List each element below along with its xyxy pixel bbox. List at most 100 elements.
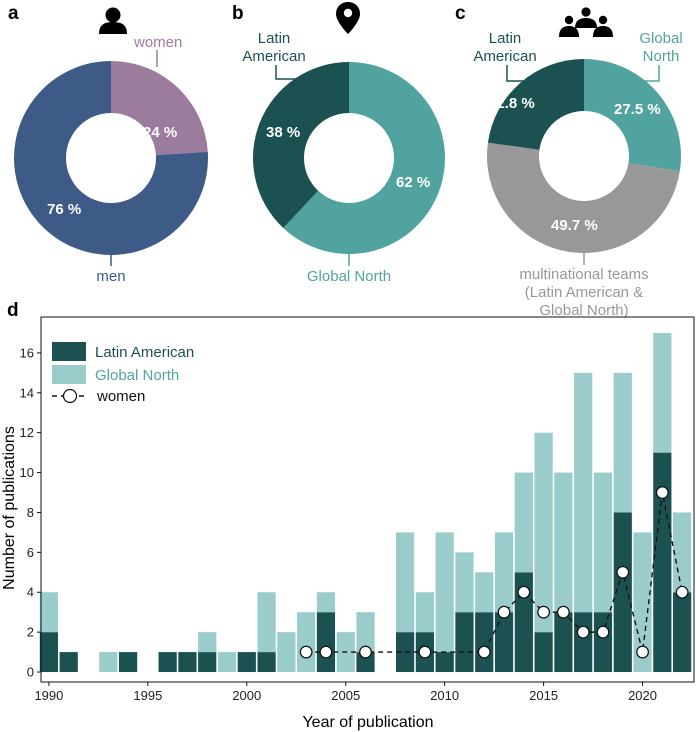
bar-global-north-2018 [593, 472, 613, 613]
x-tick-label-2005: 2005 [331, 688, 360, 703]
bar-global-north-1999 [217, 652, 237, 673]
women-point-2019 [616, 565, 630, 579]
latin-label-c-line2: American [473, 48, 536, 65]
women-point-2006 [359, 645, 372, 659]
slice-latin-american [252, 62, 349, 228]
donut-chart-a [13, 61, 208, 255]
bar-global-north-2016 [554, 472, 573, 613]
bar-global-north-2020 [633, 532, 652, 673]
bar-global-north-2002 [277, 632, 296, 673]
men-label: men [96, 268, 125, 285]
y-tick-label-10: 10 [20, 465, 34, 480]
women-point-2017 [576, 625, 590, 639]
women-point-2003 [299, 645, 313, 659]
location-pin-icon [336, 2, 360, 34]
multi-label-c-line1: multinational teams [519, 266, 648, 283]
x-tick-label-1995: 1995 [133, 688, 162, 703]
women-point-2018 [596, 625, 610, 639]
bar-global-north-2021 [653, 332, 672, 453]
donut-chart-b [252, 62, 445, 255]
bar-global-north-2013 [494, 532, 514, 613]
y-tick-label-2: 2 [27, 625, 34, 640]
bar-latin-american-2016 [554, 612, 573, 673]
bar-latin-american-2001 [257, 652, 276, 673]
bar-latin-american-2018 [593, 612, 613, 673]
y-tick-label-6: 6 [27, 545, 34, 560]
legend-marker-women [62, 388, 78, 404]
north-label-c-line2: North [643, 48, 680, 65]
donut-chart-c [486, 59, 682, 254]
legend: Latin American Global North women [52, 342, 194, 405]
bar-latin-american-1990 [39, 632, 59, 673]
slice-latin-american [487, 59, 584, 150]
men-pct-label: 76 % [47, 201, 81, 218]
x-tick-label-2020: 2020 [628, 688, 657, 703]
women-point-2009 [418, 645, 432, 659]
panel-b-letter: b [232, 3, 244, 24]
legend-swatch-1 [52, 365, 86, 384]
bar-global-north-1998 [198, 632, 217, 653]
bar-global-north-2022 [673, 512, 692, 593]
women-point-2022 [675, 585, 689, 599]
bar-global-north-2015 [534, 432, 553, 633]
women-label: women [133, 34, 182, 51]
legend-swatch-0 [52, 342, 86, 361]
bar-global-north-2011 [455, 552, 474, 613]
bar-latin-american-2019 [613, 512, 632, 673]
stacked-bar-series [39, 332, 692, 673]
bar-global-north-2006 [356, 612, 375, 653]
axes: 0 2 4 6 8 10 12 14 16 1990 1995 2000 2005 2010 2015 202… [20, 316, 695, 703]
bar-latin-american-2000 [237, 652, 256, 673]
multi-label-c-line3: Global North) [539, 302, 628, 319]
bar-global-north-2010 [435, 532, 454, 653]
bar-latin-american-1997 [178, 652, 197, 673]
panel-a: a women 24 % 76 % men [8, 3, 208, 285]
bar-latin-american-2006 [356, 652, 375, 673]
latin-leader-line-c [506, 65, 530, 82]
women-point-2015 [537, 605, 551, 619]
bar-latin-american-1996 [158, 652, 177, 673]
north-label-b: Global North [307, 268, 391, 285]
north-pct-label-b: 62 % [396, 174, 430, 191]
y-tick-label-8: 8 [27, 505, 34, 520]
multi-pct-label-c: 49.7 % [551, 217, 598, 234]
women-line-series [299, 486, 689, 659]
women-pct-label: 24 % [143, 124, 177, 141]
x-tick-label-1990: 1990 [34, 688, 63, 703]
y-tick-label-12: 12 [20, 425, 34, 440]
x-axis-label: Year of publication [302, 714, 433, 731]
bar-latin-american-2011 [455, 612, 474, 673]
plot-frame [40, 316, 695, 683]
women-point-2004 [319, 645, 333, 659]
bar-latin-american-2021 [653, 452, 672, 673]
legend-label-2: women [96, 388, 145, 405]
bar-global-north-2012 [475, 572, 494, 613]
north-leader-line-c [638, 65, 660, 82]
latin-leader-line-b [275, 65, 296, 80]
bar-latin-american-2015 [534, 632, 553, 673]
bar-global-north-1990 [39, 592, 59, 633]
slice-global-north [584, 59, 682, 172]
latin-pct-label-c: 22.8 % [488, 95, 535, 112]
team-icon [559, 7, 613, 37]
y-tick-label-0: 0 [27, 665, 34, 680]
panel-b: b Latin American 38 % 62 % Global North [232, 2, 445, 285]
legend-label-1: Global North [95, 367, 179, 384]
north-pct-label-c: 27.5 % [614, 101, 661, 118]
bar-global-north-2003 [297, 612, 316, 673]
panel-d-letter: d [7, 300, 19, 321]
bar-global-north-2014 [514, 472, 533, 573]
bar-global-north-2001 [257, 592, 276, 653]
panel-a-letter: a [8, 3, 19, 24]
bar-global-north-2017 [574, 372, 593, 613]
bar-global-north-2009 [415, 592, 434, 633]
bar-global-north-2008 [395, 532, 415, 633]
women-point-2014 [517, 585, 531, 599]
slice-global-north [283, 62, 445, 255]
bar-latin-american-2017 [574, 612, 593, 673]
x-tick-label-2010: 2010 [430, 688, 459, 703]
x-tick-label-2000: 2000 [232, 688, 261, 703]
women-point-2013 [497, 605, 511, 619]
y-axis-label: Number of publications [1, 426, 18, 590]
